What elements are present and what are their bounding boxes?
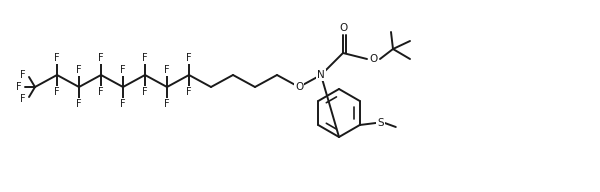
Text: F: F (164, 99, 170, 109)
Text: F: F (54, 87, 60, 97)
Text: F: F (120, 99, 126, 109)
Text: F: F (164, 65, 170, 75)
Text: O: O (295, 82, 303, 92)
Text: F: F (20, 70, 26, 80)
Text: O: O (340, 23, 348, 33)
Text: F: F (120, 65, 126, 75)
Text: F: F (76, 99, 82, 109)
Text: F: F (54, 53, 60, 63)
Text: F: F (20, 94, 26, 104)
Text: F: F (142, 87, 148, 97)
Text: F: F (76, 65, 82, 75)
Text: F: F (142, 53, 148, 63)
Text: S: S (377, 118, 384, 128)
Text: O: O (370, 54, 378, 64)
Text: F: F (186, 87, 192, 97)
Text: F: F (16, 82, 22, 92)
Text: F: F (186, 53, 192, 63)
Text: F: F (98, 53, 104, 63)
Text: N: N (317, 70, 325, 80)
Text: F: F (98, 87, 104, 97)
